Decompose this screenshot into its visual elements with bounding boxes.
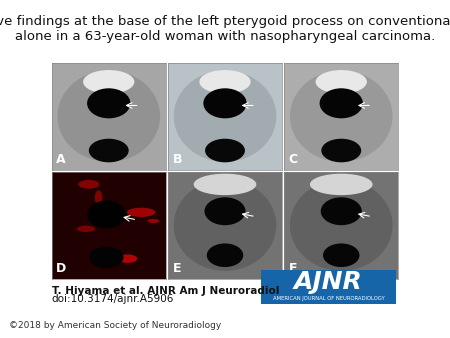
Ellipse shape <box>58 71 160 162</box>
Ellipse shape <box>77 225 95 232</box>
Text: T. Hiyama et al. AJNR Am J Neuroradiol: T. Hiyama et al. AJNR Am J Neuroradiol <box>52 286 279 296</box>
Ellipse shape <box>310 174 373 195</box>
Text: A: A <box>56 152 66 166</box>
Ellipse shape <box>147 219 159 223</box>
Ellipse shape <box>87 200 126 228</box>
Ellipse shape <box>203 88 247 118</box>
Text: ©2018 by American Society of Neuroradiology: ©2018 by American Society of Neuroradiol… <box>9 320 221 330</box>
Ellipse shape <box>207 243 243 267</box>
Ellipse shape <box>78 180 99 189</box>
Ellipse shape <box>320 88 363 118</box>
Ellipse shape <box>174 179 276 271</box>
Ellipse shape <box>204 197 246 225</box>
Text: False-positive findings at the base of the left pterygoid process on conventiona: False-positive findings at the base of t… <box>0 15 450 43</box>
Text: AMERICAN JOURNAL OF NEURORADIOLOGY: AMERICAN JOURNAL OF NEURORADIOLOGY <box>273 296 384 300</box>
Ellipse shape <box>321 197 362 225</box>
Text: B: B <box>172 152 182 166</box>
Ellipse shape <box>174 71 276 162</box>
Ellipse shape <box>290 71 392 162</box>
Text: doi:10.3174/ajnr.A5906: doi:10.3174/ajnr.A5906 <box>52 294 174 304</box>
Ellipse shape <box>323 243 360 267</box>
Ellipse shape <box>87 88 130 118</box>
Ellipse shape <box>89 139 129 162</box>
Ellipse shape <box>194 174 256 195</box>
Ellipse shape <box>95 190 102 206</box>
Text: F: F <box>289 262 297 274</box>
Text: C: C <box>289 152 298 166</box>
Ellipse shape <box>199 70 251 94</box>
Text: E: E <box>172 262 181 274</box>
Ellipse shape <box>118 255 137 263</box>
Text: D: D <box>56 262 67 274</box>
Ellipse shape <box>90 247 124 268</box>
Ellipse shape <box>321 139 361 162</box>
Ellipse shape <box>290 179 392 271</box>
Ellipse shape <box>102 262 111 266</box>
Ellipse shape <box>104 254 115 263</box>
Ellipse shape <box>83 70 135 94</box>
Ellipse shape <box>315 70 367 94</box>
Ellipse shape <box>127 208 155 217</box>
Text: AJNR: AJNR <box>294 270 363 294</box>
Ellipse shape <box>205 139 245 162</box>
